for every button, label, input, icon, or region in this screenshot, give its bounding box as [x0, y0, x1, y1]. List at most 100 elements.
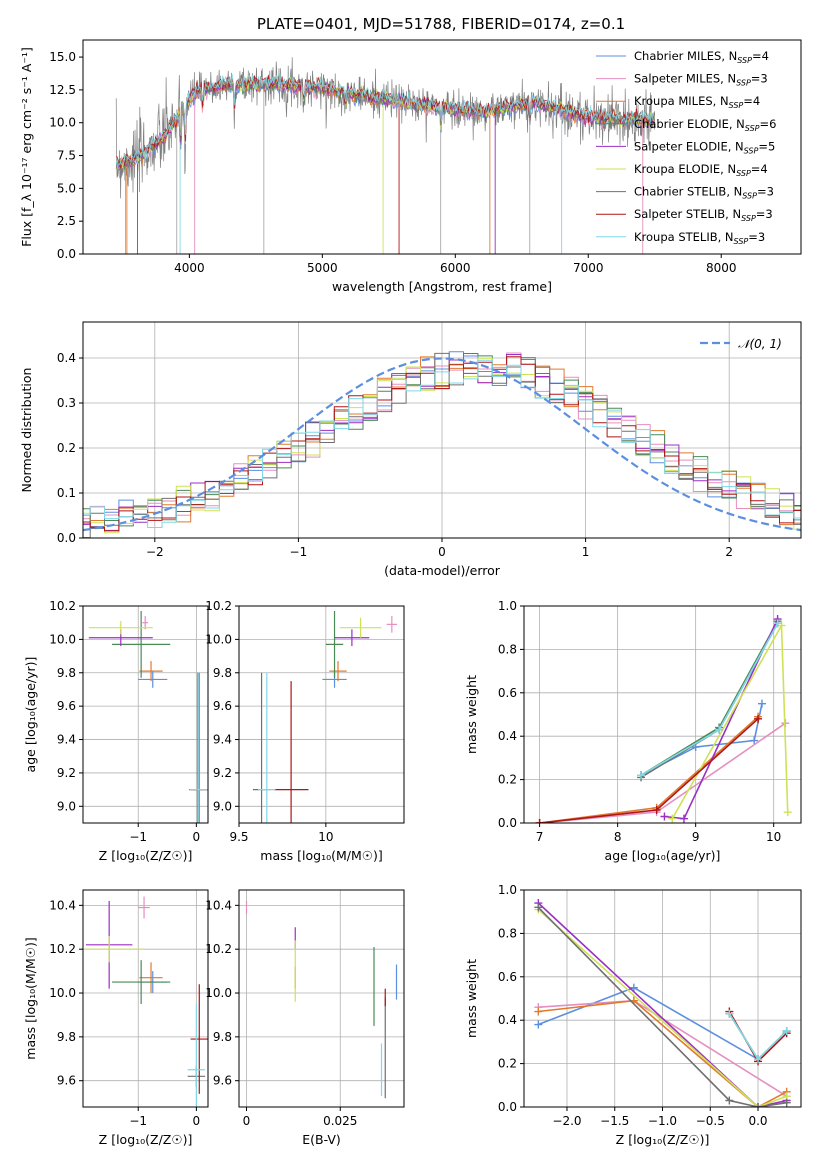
- weight-marker: [652, 805, 661, 814]
- mass_vs_Z-ylabel: mass [log₁₀(M/M☉)]: [23, 937, 38, 1059]
- legend-subscript: SSP: [744, 146, 759, 155]
- age_vs_mass-ytick-label: 9.0: [213, 799, 232, 813]
- legend-subscript: SSP: [734, 237, 749, 246]
- histogram-ytick-label: 0.4: [57, 351, 76, 365]
- mass_vs_ebv-ytick-label: 9.6: [213, 1074, 232, 1088]
- weight_vs_age-data: [535, 615, 792, 823]
- age_vs_Z-xtick-label: −1: [129, 830, 147, 844]
- histogram-series: [83, 359, 801, 528]
- weight-marker: [534, 1007, 543, 1016]
- age_vs_mass-plot: 9.5 10 9.0 9.2 9.4 9.6 9.8 10.0 10.2 mass [log₁₀(…: [205, 599, 405, 863]
- mass_vs_Z-ytick-label: 9.8: [57, 1030, 76, 1044]
- weight_vs_Z-ylabel: mass weight: [464, 959, 479, 1038]
- age_vs_mass-ytick-label: 10.0: [205, 632, 232, 646]
- weight-marker: [754, 1055, 763, 1064]
- histogram-frame: −2 −1 0 1 2 0.0 0.1 0.2 0.3 0.4 (data-model)/error…: [19, 321, 802, 578]
- mass_vs_ebv-ytick-label: 9.8: [213, 1030, 232, 1044]
- mass_vs_ebv-plot: 0 0.025 9.6 9.8 10.0 10.2 10.4 E(B-V): [205, 889, 405, 1147]
- legend-subscript: SSP: [741, 214, 756, 223]
- histogram-ytick-label: 0.3: [57, 396, 76, 410]
- mass_vs_Z-xtick-label: 0: [193, 1114, 201, 1128]
- histogram-xtick-label: 0: [438, 545, 446, 559]
- histogram-series: [83, 356, 801, 526]
- age_vs_mass-ytick-label: 9.4: [213, 733, 232, 747]
- histogram-xlabel: (data-model)/error: [384, 563, 501, 578]
- weight-marker: [668, 814, 677, 823]
- weight_vs_age-ytick-label: 1.0: [498, 599, 517, 613]
- legend-label: Salpeter ELODIE, N: [634, 139, 744, 153]
- legend-count: =3: [751, 72, 768, 86]
- weight-series: [539, 722, 786, 823]
- weight-marker: [534, 903, 543, 912]
- legend-subscript: SSP: [737, 56, 752, 65]
- mass_vs_Z-plot: −1 0 9.6 9.8 10.0 10.2 10.4 Z [log₁₀(Z/Z☉)] mass…: [23, 889, 209, 1147]
- legend-count: =3: [757, 185, 774, 199]
- age_vs_mass-xtick-label: 9.5: [229, 830, 248, 844]
- histogram-legend: 𝒩(0, 1): [700, 337, 782, 351]
- legend-entry: Salpeter ELODIE, NSSP=5: [634, 139, 775, 155]
- model-spectrum-line: [115, 78, 655, 171]
- mass_vs_Z-ytick-label: 10.0: [49, 986, 76, 1000]
- age_vs_mass-data: [252, 611, 398, 823]
- age_vs_mass-ytick-label: 9.2: [213, 766, 232, 780]
- weight_vs_age-ylabel: mass weight: [464, 675, 479, 754]
- mass_vs_ebv-data: [245, 900, 398, 1099]
- weight_vs_age-plot: 7 8 9 10 0.0 0.2 0.4 0.6 0.8 1.0 age [log₁₀(age/yr…: [464, 599, 802, 863]
- weight-marker: [750, 736, 759, 745]
- histogram-xtick-label: −1: [290, 545, 308, 559]
- legend-count: =4: [751, 162, 768, 176]
- age_vs_Z-border: [82, 605, 209, 824]
- spectrum-ytick-label: 15.0: [49, 50, 76, 64]
- histogram-xtick-label: −2: [146, 545, 164, 559]
- legend-count: =5: [758, 139, 775, 153]
- weight_vs_age-xtick-label: 10: [766, 830, 781, 844]
- weight_vs_Z-data: [534, 899, 791, 1107]
- weight-marker: [535, 819, 544, 823]
- legend-label: Chabrier ELODIE, N: [634, 117, 745, 131]
- legend-subscript: SSP: [729, 101, 744, 110]
- weight-marker: [725, 1009, 734, 1018]
- histogram-series: [83, 352, 801, 538]
- age_vs_Z-xtick-label: 0: [193, 830, 201, 844]
- weight-marker: [715, 725, 724, 734]
- histogram-xtick-label: 1: [582, 545, 590, 559]
- weight-marker: [773, 619, 782, 628]
- weight-marker: [637, 771, 646, 780]
- spectrum-xtick-label: 6000: [440, 261, 471, 275]
- legend-entry: Kroupa ELODIE, NSSP=4: [634, 162, 768, 178]
- spectrum-xtick-label: 4000: [174, 261, 205, 275]
- weight_vs_Z-ytick-label: 0.8: [498, 926, 517, 940]
- age_vs_Z-ylabel: age [log₁₀(age/yr)]: [23, 657, 38, 773]
- legend-count: =3: [748, 230, 765, 244]
- age_vs_Z-ytick-label: 9.4: [57, 733, 76, 747]
- legend-label: Salpeter STELIB, N: [634, 207, 741, 221]
- legend-entry: Chabrier ELODIE, NSSP=6: [634, 117, 776, 133]
- legend-label: Chabrier MILES, N: [634, 49, 737, 63]
- age_vs_Z-ytick-label: 9.8: [57, 666, 76, 680]
- histogram-xtick-label: 2: [725, 545, 733, 559]
- age_vs_mass-ytick-label: 9.6: [213, 699, 232, 713]
- mass_vs_Z-ytick-label: 9.6: [57, 1074, 76, 1088]
- weight_vs_Z-ytick-label: 1.0: [498, 883, 517, 897]
- mass_vs_Z-ytick-label: 10.4: [49, 898, 76, 912]
- figure-title: PLATE=0401, MJD=51788, FIBERID=0174, z=0…: [257, 15, 625, 33]
- legend-entry: Salpeter MILES, NSSP=3: [634, 72, 768, 88]
- histogram-ytick-label: 0.1: [57, 486, 76, 500]
- weight_vs_Z-xtick-label: −1.5: [600, 1114, 629, 1128]
- plots-layer: 4000 5000 6000 7000 80000.02.55.07.510.012.5…: [19, 39, 802, 1147]
- weight_vs_Z-ytick-label: 0.0: [498, 1100, 517, 1114]
- weight_vs_Z-plot: −2.0 −1.5 −1.0 −0.5 0.0 0.0 0.2 0.4 0.6 0.8 1.0 Z […: [464, 883, 802, 1147]
- age_vs_Z-ytick-label: 9.6: [57, 699, 76, 713]
- legend-subscript: SSP: [736, 169, 751, 178]
- mass_vs_Z-ytick-label: 10.2: [49, 942, 76, 956]
- legend-entry: Kroupa MILES, NSSP=4: [634, 94, 760, 110]
- weight_vs_Z-xtick-label: −1.0: [648, 1114, 677, 1128]
- mass_vs_Z-xlabel: Z [log₁₀(Z/Z☉)]: [99, 1132, 193, 1147]
- weight_vs_age-xtick-label: 8: [614, 830, 622, 844]
- weight_vs_age-ytick-label: 0.2: [498, 773, 517, 787]
- model-spectrum-line: [115, 73, 655, 166]
- spectrum-ytick-label: 2.5: [57, 214, 76, 228]
- legend-entry: Chabrier MILES, NSSP=4: [634, 49, 769, 65]
- legend-label: Chabrier STELIB, N: [634, 185, 742, 199]
